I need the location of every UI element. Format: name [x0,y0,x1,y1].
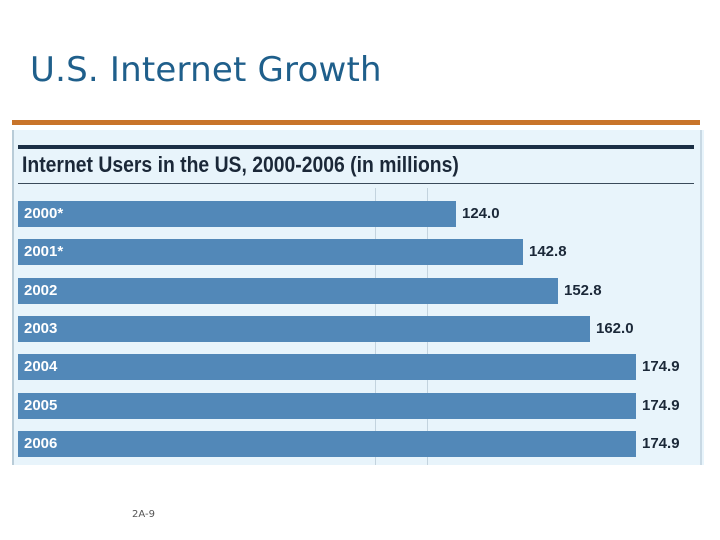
bar-value-label: 174.9 [642,358,680,375]
accent-divider [12,120,700,125]
bar-category-label: 2004 [24,358,58,375]
bar-2004 [18,354,636,380]
bar-value-label: 124.0 [462,205,500,222]
chart-header-underline [18,183,694,184]
chart-title: Internet Users in the US, 2000-2006 (in … [22,152,459,177]
bar-2001 [18,239,523,265]
bar-2003 [18,316,590,342]
bar-category-label: 2005 [24,397,58,414]
bar-value-label: 142.8 [529,243,567,260]
bar-value-label: 162.0 [596,320,634,337]
bar-2005 [18,393,636,419]
bar-category-label: 2002 [24,282,58,299]
bar-category-label: 2001* [24,243,64,260]
slide-title: U.S. Internet Growth [30,50,382,90]
bar-category-label: 2000* [24,205,64,222]
panel-right-border [700,130,702,465]
panel-left-border [12,130,14,465]
bar-value-label: 174.9 [642,397,680,414]
bar-category-label: 2003 [24,320,58,337]
bar-category-label: 2006 [24,435,58,452]
bar-2006 [18,431,636,457]
bar-value-label: 174.9 [642,435,680,452]
bar-2000 [18,201,456,227]
bar-value-label: 152.8 [564,282,602,299]
chart-header-bar [18,145,694,149]
bar-2002 [18,278,558,304]
slide-number: 2A-9 [132,509,155,520]
